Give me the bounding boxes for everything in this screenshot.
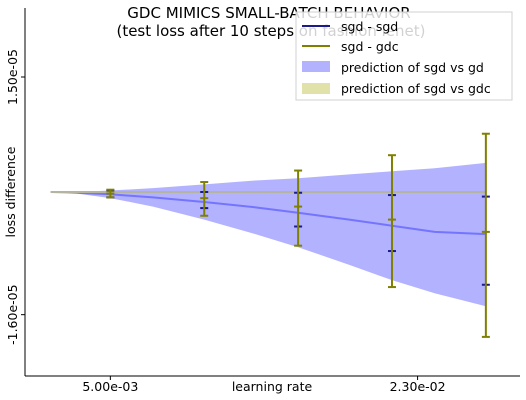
legend-label-pred-sgd-vs-gdc: prediction of sgd vs gdc xyxy=(341,81,491,96)
legend-key-pred-sgd-vs-gd xyxy=(302,61,330,72)
y-tick-label-0: 1.50e-05 xyxy=(5,49,20,105)
legend-label-pred-sgd-vs-gd: prediction of sgd vs gd xyxy=(341,60,484,75)
legend-label-sgd-gdc: sgd - gdc xyxy=(341,39,399,54)
x-tick-label-0: 5.00e-03 xyxy=(82,379,138,394)
prediction-line-0 xyxy=(50,191,486,236)
tick-layer: 5.00e-03 2.30e-02 1.50e-05 -1.60e-05 xyxy=(5,49,446,394)
y-axis-label: loss difference xyxy=(3,146,18,237)
x-tick-label-1: 2.30e-02 xyxy=(390,379,446,394)
errorbar-layer xyxy=(106,132,490,338)
legend-key-pred-sgd-vs-gdc xyxy=(302,83,330,94)
x-axis-label: learning rate xyxy=(232,379,313,394)
legend-label-sgd-sgd: sgd - sgd xyxy=(341,19,398,34)
legend-frame xyxy=(295,11,513,101)
legend: sgd - sgd sgd - gdc prediction of sgd vs… xyxy=(295,11,513,101)
y-tick-label-1: -1.60e-05 xyxy=(5,284,20,344)
band-layer xyxy=(50,162,486,307)
prediction-band-0 xyxy=(50,162,486,307)
line-layer xyxy=(50,191,486,236)
